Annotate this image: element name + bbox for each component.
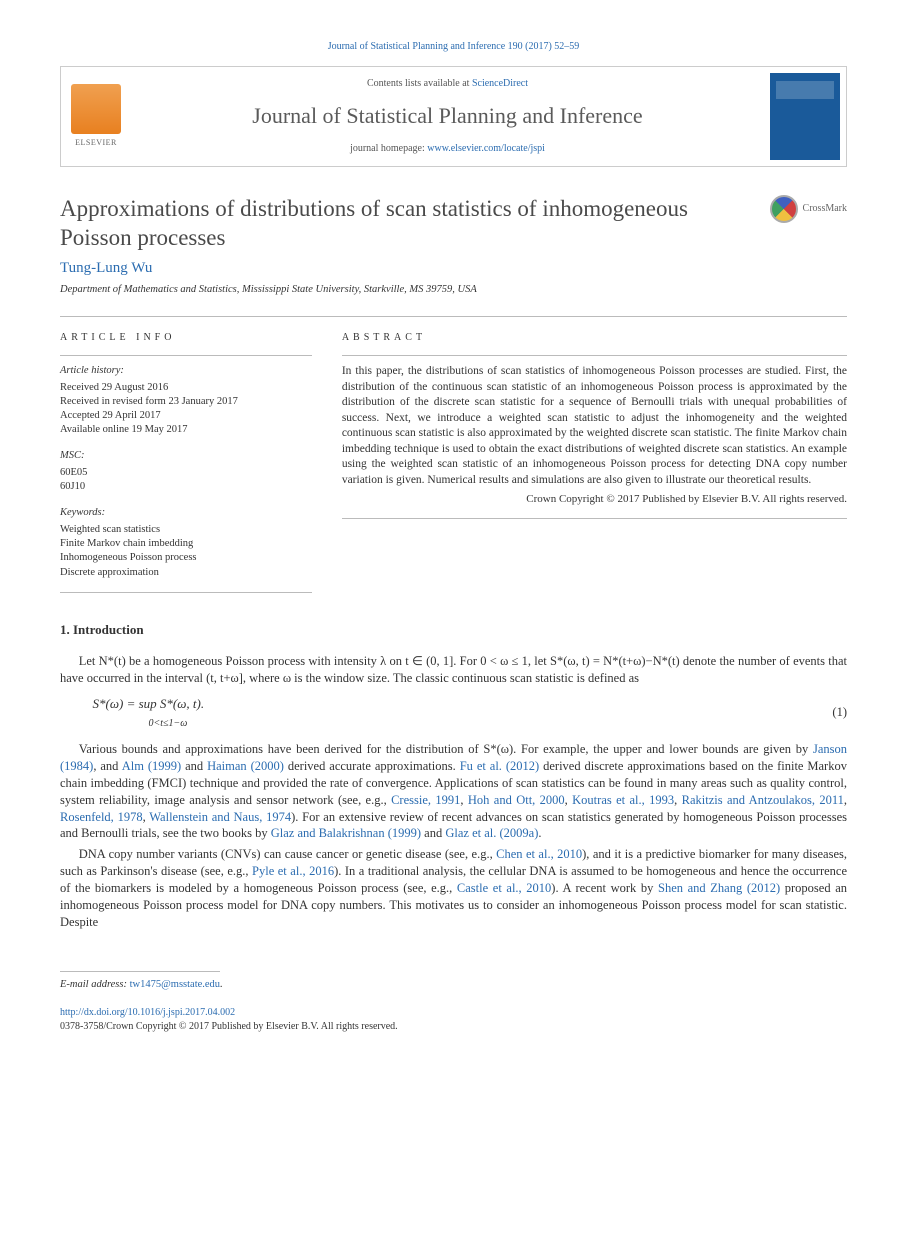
- msc-heading: MSC:: [60, 449, 312, 464]
- keyword: Inhomogeneous Poisson process: [60, 551, 312, 565]
- elsevier-logo[interactable]: ELSEVIER: [61, 67, 131, 166]
- citation-link[interactable]: Chen et al., 2010: [496, 847, 582, 861]
- sciencedirect-link[interactable]: ScienceDirect: [472, 78, 528, 89]
- email-line: E-mail address: tw1475@msstate.edu.: [60, 978, 847, 993]
- elsevier-tree-icon: [71, 84, 121, 134]
- section-heading: 1. Introduction: [60, 621, 847, 639]
- keywords-block: Keywords: Weighted scan statistics Finit…: [60, 506, 312, 579]
- citation-link[interactable]: Fu et al. (2012): [460, 759, 540, 773]
- citation-link[interactable]: Pyle et al., 2016: [252, 864, 334, 878]
- section-title: Introduction: [73, 622, 144, 637]
- body-paragraph: Let N*(t) be a homogeneous Poisson proce…: [60, 653, 847, 687]
- journal-header: ELSEVIER Contents lists available at Sci…: [60, 66, 847, 167]
- citation-link[interactable]: Cressie, 1991: [391, 793, 460, 807]
- footer-copyright: 0378-3758/Crown Copyright © 2017 Publish…: [60, 1020, 847, 1034]
- abstract-label: ABSTRACT: [342, 331, 847, 345]
- history-block: Article history: Received 29 August 2016…: [60, 364, 312, 437]
- history-line: Available online 19 May 2017: [60, 423, 312, 437]
- article-info-label: ARTICLE INFO: [60, 331, 312, 345]
- header-citation: Journal of Statistical Planning and Infe…: [60, 40, 847, 54]
- journal-name: Journal of Statistical Planning and Infe…: [139, 101, 756, 132]
- doi-link[interactable]: http://dx.doi.org/10.1016/j.jspi.2017.04…: [60, 1006, 847, 1020]
- citation-link[interactable]: Castle et al., 2010: [457, 881, 551, 895]
- citation-link[interactable]: Haiman (2000): [207, 759, 284, 773]
- history-heading: Article history:: [60, 364, 312, 379]
- history-line: Received in revised form 23 January 2017: [60, 395, 312, 409]
- contents-prefix: Contents lists available at: [367, 78, 472, 89]
- homepage-link[interactable]: www.elsevier.com/locate/jspi: [427, 143, 545, 154]
- citation-link[interactable]: Rosenfeld, 1978: [60, 810, 143, 824]
- footer-divider: [60, 971, 220, 972]
- article-info-column: ARTICLE INFO Article history: Received 2…: [60, 331, 312, 593]
- history-line: Accepted 29 April 2017: [60, 409, 312, 423]
- email-link[interactable]: tw1475@msstate.edu: [130, 979, 220, 990]
- citation-link[interactable]: Alm (1999): [122, 759, 181, 773]
- divider: [342, 518, 847, 519]
- equation-row: S*(ω) = sup S*(ω, t). 0<t≤1−ω (1): [93, 695, 848, 731]
- email-label: E-mail address:: [60, 979, 130, 990]
- equation-main: S*(ω) = sup S*(ω, t).: [93, 696, 205, 711]
- history-line: Received 29 August 2016: [60, 381, 312, 395]
- crossmark-icon: [770, 195, 798, 223]
- title-row: Approximations of distributions of scan …: [60, 195, 847, 253]
- equation: S*(ω) = sup S*(ω, t). 0<t≤1−ω: [93, 695, 833, 731]
- equation-number: (1): [832, 704, 847, 722]
- body-paragraph: DNA copy number variants (CNVs) can caus…: [60, 846, 847, 930]
- article-title: Approximations of distributions of scan …: [60, 195, 770, 253]
- keywords-heading: Keywords:: [60, 506, 312, 521]
- crossmark-badge[interactable]: CrossMark: [770, 195, 847, 223]
- keyword: Finite Markov chain imbedding: [60, 537, 312, 551]
- msc-code: 60E05: [60, 466, 312, 480]
- divider: [342, 355, 847, 356]
- body-paragraph: Various bounds and approximations have b…: [60, 741, 847, 842]
- meta-row: ARTICLE INFO Article history: Received 2…: [60, 331, 847, 593]
- homepage-prefix: journal homepage:: [350, 143, 427, 154]
- author-name[interactable]: Tung-Lung Wu: [60, 258, 847, 279]
- abstract-text: In this paper, the distributions of scan…: [342, 364, 847, 488]
- citation-link[interactable]: Shen and Zhang (2012): [658, 881, 780, 895]
- homepage-line: journal homepage: www.elsevier.com/locat…: [139, 142, 756, 156]
- divider: [60, 355, 312, 356]
- citation-link[interactable]: Glaz et al. (2009a): [445, 826, 538, 840]
- citation-link[interactable]: Hoh and Ott, 2000: [468, 793, 565, 807]
- abstract-column: ABSTRACT In this paper, the distribution…: [342, 331, 847, 593]
- citation-link[interactable]: Glaz and Balakrishnan (1999): [271, 826, 421, 840]
- article-page: Journal of Statistical Planning and Infe…: [0, 0, 907, 1064]
- msc-code: 60J10: [60, 480, 312, 494]
- contents-line: Contents lists available at ScienceDirec…: [139, 77, 756, 91]
- divider: [60, 316, 847, 317]
- abstract-copyright: Crown Copyright © 2017 Published by Else…: [342, 492, 847, 507]
- citation-link[interactable]: Koutras et al., 1993: [572, 793, 674, 807]
- introduction-section: 1. Introduction Let N*(t) be a homogeneo…: [60, 621, 847, 931]
- header-center: Contents lists available at ScienceDirec…: [131, 67, 764, 166]
- elsevier-label: ELSEVIER: [75, 137, 117, 148]
- section-number: 1.: [60, 622, 70, 637]
- divider: [60, 592, 312, 593]
- journal-cover-thumbnail[interactable]: [770, 73, 840, 160]
- author-affiliation: Department of Mathematics and Statistics…: [60, 283, 847, 298]
- keyword: Discrete approximation: [60, 566, 312, 580]
- equation-subscript: 0<t≤1−ω: [149, 718, 188, 729]
- citation-link[interactable]: Wallenstein and Naus, 1974: [149, 810, 291, 824]
- msc-block: MSC: 60E05 60J10: [60, 449, 312, 494]
- crossmark-label: CrossMark: [803, 202, 847, 216]
- keyword: Weighted scan statistics: [60, 523, 312, 537]
- citation-link[interactable]: Rakitzis and Antzoulakos, 2011: [682, 793, 844, 807]
